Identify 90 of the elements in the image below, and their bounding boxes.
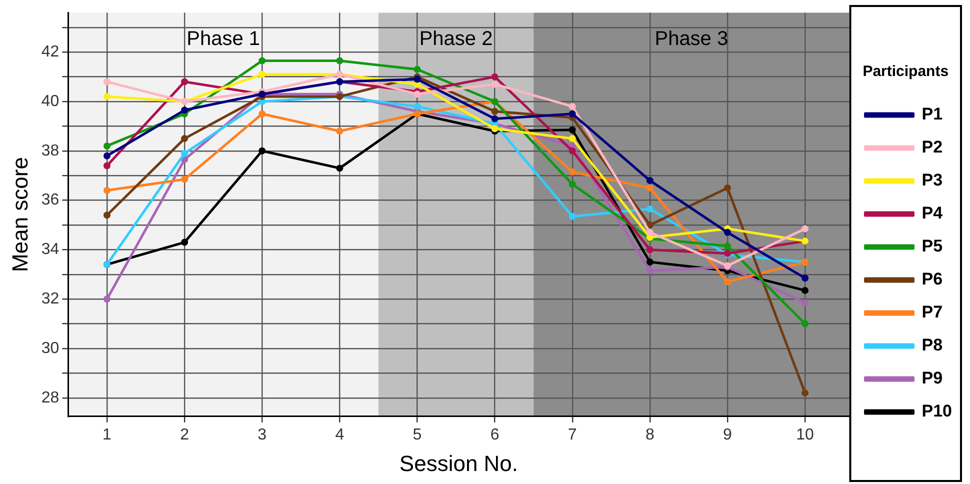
x-tick-label: 10: [796, 426, 814, 444]
point: [568, 135, 576, 142]
point: [336, 164, 344, 172]
point: [414, 66, 421, 73]
point: [646, 184, 654, 192]
point: [258, 110, 266, 118]
point: [646, 267, 654, 274]
legend-label: P5: [922, 236, 943, 256]
x-tick-label: 4: [335, 426, 344, 444]
legend-title: Participants: [862, 63, 949, 80]
point: [568, 126, 576, 134]
point: [103, 296, 110, 303]
point: [181, 78, 188, 86]
y-tick-label: 38: [41, 142, 60, 160]
band-label: Phase 3: [654, 28, 728, 50]
y-tick-label: 42: [41, 44, 60, 61]
band-label: Phase 2: [419, 28, 493, 50]
point: [103, 142, 110, 150]
point: [724, 278, 731, 286]
legend-label: P6: [922, 270, 943, 289]
x-tick-label: 2: [180, 426, 190, 444]
legend-label: P4: [922, 204, 944, 223]
point: [802, 299, 809, 306]
y-tick-label: 34: [41, 241, 60, 258]
legend-label: P2: [922, 138, 943, 157]
point: [802, 274, 809, 282]
point: [258, 70, 266, 78]
y-tick-label: 32: [41, 290, 60, 308]
legend-label: P1: [922, 104, 943, 124]
point: [724, 228, 731, 236]
point: [568, 180, 576, 188]
point: [181, 106, 188, 114]
y-tick-label: 30: [41, 340, 60, 357]
point: [103, 212, 110, 219]
point: [491, 125, 498, 132]
point: [568, 147, 576, 154]
point: [646, 246, 654, 254]
point: [103, 78, 110, 86]
x-tick-label: 7: [568, 426, 577, 444]
point: [491, 80, 498, 88]
y-tick-label: 40: [41, 92, 60, 110]
point: [414, 90, 421, 98]
point: [568, 168, 576, 176]
x-axis-title: Session No.: [399, 450, 518, 476]
point: [802, 225, 809, 232]
point: [568, 110, 576, 118]
x-tick-label: 8: [645, 426, 654, 444]
point: [491, 108, 498, 115]
point: [646, 221, 654, 228]
point: [802, 389, 809, 396]
point: [724, 184, 731, 192]
point: [414, 102, 421, 110]
point: [181, 135, 188, 142]
legend-label: P3: [922, 170, 943, 190]
legend-label: P7: [922, 302, 943, 322]
point: [568, 102, 576, 110]
x-tick-label: 3: [258, 426, 267, 444]
point: [181, 176, 188, 183]
y-tick-label: 36: [41, 192, 60, 209]
point: [646, 258, 654, 266]
point: [258, 147, 266, 154]
point: [103, 93, 110, 100]
point: [258, 57, 266, 64]
legend-label: P8: [922, 336, 943, 355]
x-tick-label: 9: [723, 426, 732, 444]
point: [646, 205, 654, 212]
point: [181, 150, 188, 157]
point: [802, 286, 809, 294]
point: [568, 212, 576, 220]
x-tick-label: 1: [102, 426, 112, 444]
point: [181, 238, 188, 246]
point: [724, 242, 731, 250]
legend-label: P9: [922, 368, 943, 388]
point: [103, 162, 110, 170]
point: [802, 320, 809, 328]
point: [103, 186, 110, 194]
point: [336, 57, 344, 64]
y-tick-label: 28: [41, 389, 60, 406]
point: [103, 152, 110, 160]
x-tick-label: 5: [412, 426, 422, 444]
band-label: Phase 1: [186, 28, 260, 50]
x-tick-label: 6: [490, 426, 500, 444]
y-axis-title: Mean score: [7, 157, 32, 272]
point: [646, 177, 654, 184]
legend-label: P10: [922, 402, 952, 421]
point: [646, 228, 654, 236]
point: [491, 73, 498, 80]
point: [414, 76, 421, 83]
point: [336, 128, 344, 135]
point: [491, 115, 498, 122]
